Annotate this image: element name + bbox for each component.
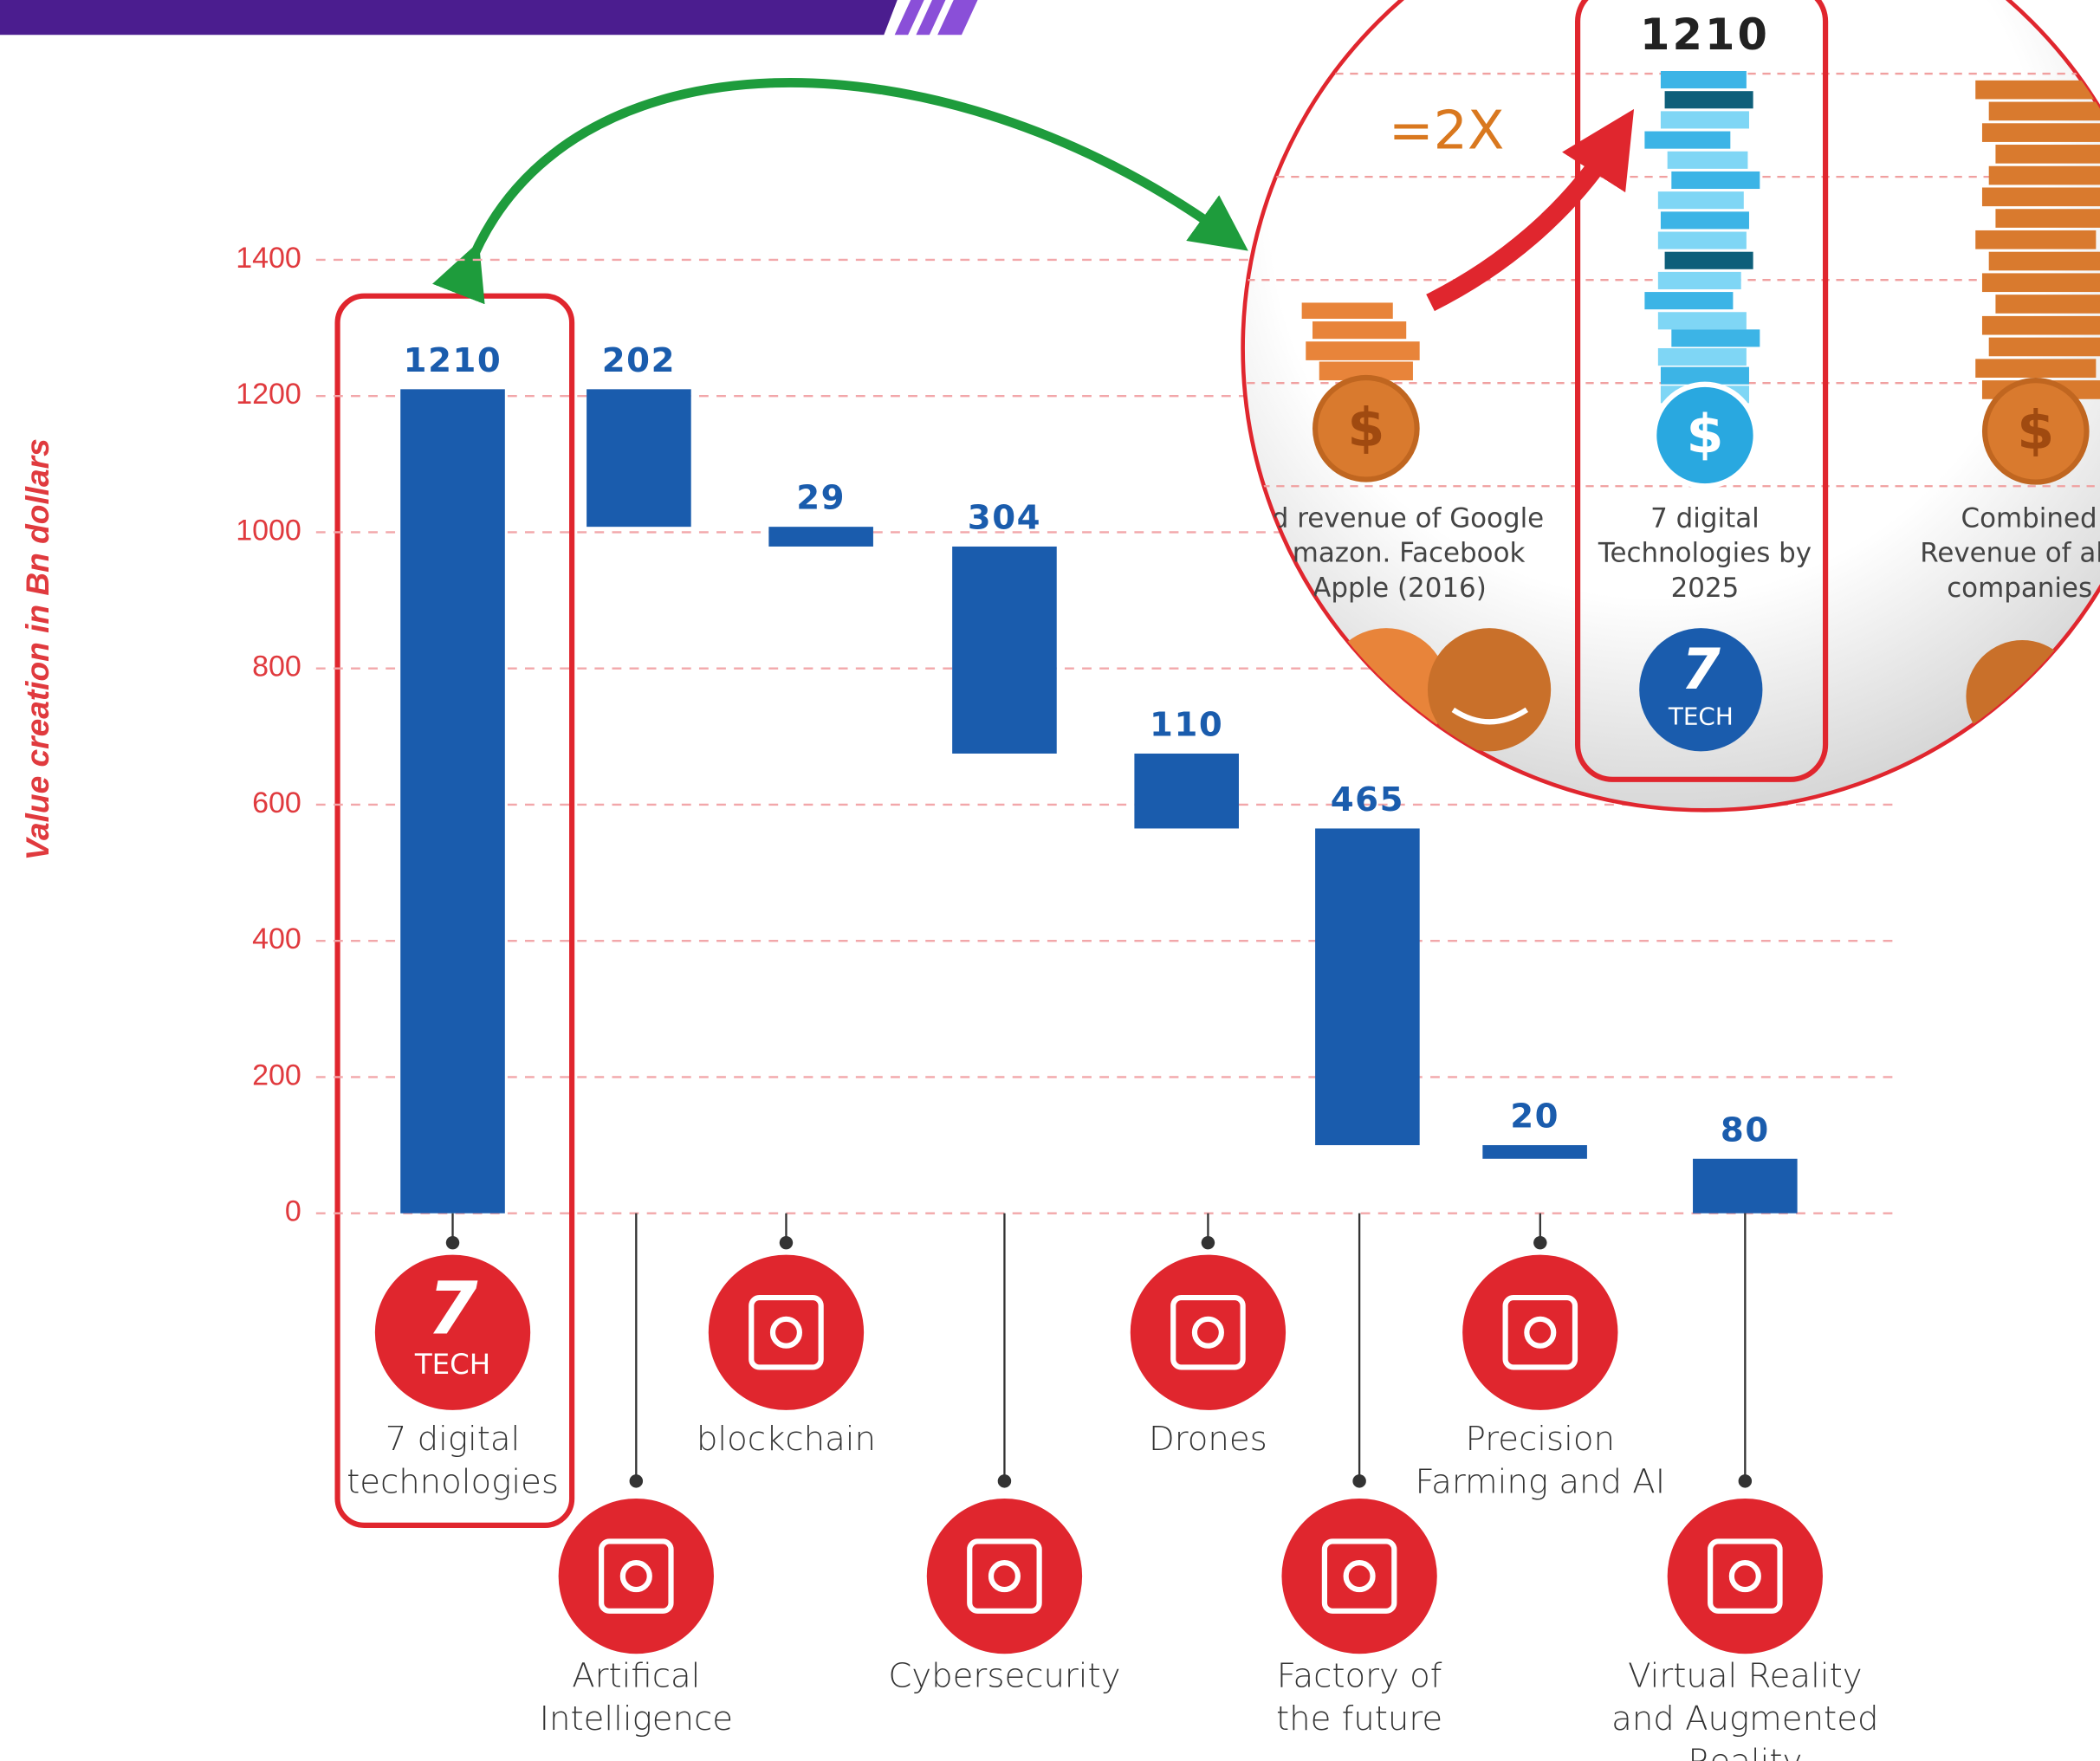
bar xyxy=(1134,754,1239,828)
connector-dot xyxy=(998,1474,1011,1487)
logo-other xyxy=(1966,640,2078,753)
value-label: 304 xyxy=(968,499,1041,538)
category-label: Farming and AI xyxy=(1416,1462,1666,1501)
value-label: 465 xyxy=(1331,780,1404,819)
inset-caption: ed revenue of Google xyxy=(1255,502,1544,534)
y-tick-label: 200 xyxy=(252,1059,301,1091)
category-label: blockchain xyxy=(697,1420,876,1459)
ratio-label: =2X xyxy=(1389,100,1505,162)
coin-stack-right xyxy=(1975,81,2100,399)
chart: Value creation in Bn dollars 0 200 400 600 8… xyxy=(0,0,2100,1761)
category-label: Factory of xyxy=(1277,1657,1442,1696)
category-icon xyxy=(709,1255,864,1410)
category-label: and Augmented xyxy=(1611,1699,1878,1738)
value-label: 1210 xyxy=(404,341,502,380)
category-icon xyxy=(1281,1499,1436,1654)
y-tick-label: 400 xyxy=(252,923,301,955)
category-label: Artifical xyxy=(572,1657,700,1696)
category-icon xyxy=(1668,1499,1823,1654)
connector-dot xyxy=(1739,1474,1752,1487)
connector-dot xyxy=(630,1474,643,1487)
inset-caption: Amazon. Facebook xyxy=(1274,538,1526,569)
inset-bubble: $ $ $ =2X 7 TECH ed revenue of Google Ama… xyxy=(1232,0,2100,810)
coin-symbol: $ xyxy=(1347,397,1384,459)
y-tick-label: 800 xyxy=(252,651,301,683)
value-label: 29 xyxy=(796,479,846,518)
inset-total: 1210 xyxy=(1640,10,1770,60)
inset-caption: Apple (2016) xyxy=(1312,573,1487,604)
bar xyxy=(768,527,873,547)
inset-caption: 7 digital xyxy=(1650,502,1760,534)
connector-dot xyxy=(1202,1236,1215,1249)
value-label: 20 xyxy=(1510,1097,1559,1136)
category-label: Cybersecurity xyxy=(888,1657,1120,1696)
bar xyxy=(1482,1145,1587,1159)
connector-dot xyxy=(1352,1474,1365,1487)
category-label: technologies xyxy=(347,1462,559,1501)
y-tick-label: 1400 xyxy=(236,242,301,275)
bar xyxy=(400,389,505,1213)
y-tick-label: 0 xyxy=(285,1195,301,1228)
tech-logo-text: TECH xyxy=(1668,702,1734,731)
inset-caption: 2025 xyxy=(1671,573,1740,604)
coin-symbol: $ xyxy=(1686,404,1723,466)
banner-stripes xyxy=(895,0,978,35)
value-label: 202 xyxy=(602,341,676,380)
value-label: 110 xyxy=(1150,706,1223,745)
coin-symbol: $ xyxy=(2017,399,2054,462)
inset-caption: Combined xyxy=(1961,502,2097,534)
y-tick-label: 1000 xyxy=(236,514,301,547)
icon-text: TECH xyxy=(414,1348,490,1381)
y-axis-label: Value creation in Bn dollars xyxy=(19,438,55,860)
category-icon xyxy=(927,1499,1082,1654)
category-icon xyxy=(1131,1255,1286,1410)
y-tick-label: 600 xyxy=(252,787,301,819)
bar xyxy=(1693,1159,1798,1214)
inset-caption: Technologies by xyxy=(1598,538,1812,569)
bar xyxy=(952,547,1057,754)
title-banner xyxy=(0,0,898,35)
y-tick-label: 1200 xyxy=(236,378,301,411)
connector-dot xyxy=(446,1236,459,1249)
bar xyxy=(587,389,691,527)
coin-stack-center xyxy=(1644,71,1760,403)
icon-number: 7 xyxy=(427,1267,477,1351)
category-label: Intelligence xyxy=(540,1699,733,1738)
category-label: Virtual Reality xyxy=(1628,1657,1863,1696)
bar xyxy=(1315,828,1420,1145)
inset-caption: companies ( xyxy=(1947,573,2100,604)
value-label: 80 xyxy=(1721,1110,1770,1149)
connector-dot xyxy=(1533,1236,1546,1249)
category-icon xyxy=(559,1499,714,1654)
connector-dot xyxy=(780,1236,793,1249)
category-label: the future xyxy=(1276,1699,1442,1738)
comparison-arrow xyxy=(469,82,1225,268)
category-icon xyxy=(1462,1255,1617,1410)
category-label: 7 digital xyxy=(386,1420,521,1459)
category-label: Reality xyxy=(1688,1743,1802,1761)
inset-caption: Revenue of all C xyxy=(1920,538,2100,569)
category-label: Drones xyxy=(1149,1420,1267,1459)
tech-logo-number: 7 xyxy=(1682,638,1721,702)
category-label: Precision xyxy=(1466,1420,1615,1459)
